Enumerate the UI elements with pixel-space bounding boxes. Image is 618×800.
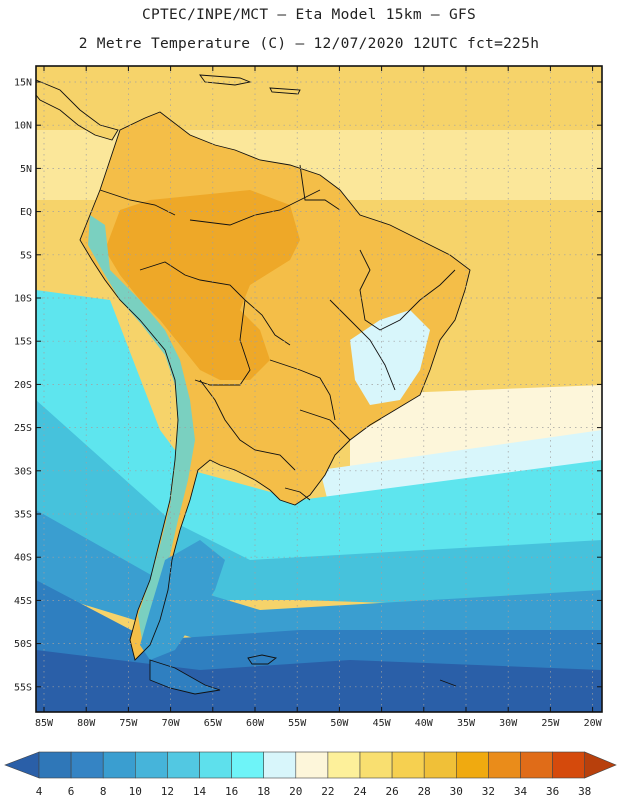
amazon-hot-zone: [105, 190, 300, 380]
lat-label: 45S: [14, 596, 32, 607]
lon-label: 50W: [330, 718, 349, 729]
legend-label: 6: [68, 785, 75, 798]
legend-label: 38: [578, 785, 591, 798]
legend-swatch: [167, 751, 200, 779]
lat-label: 5S: [20, 250, 32, 261]
legend-swatch: [552, 751, 585, 779]
legend-arrow-left: [4, 751, 40, 779]
legend-swatch: [102, 751, 136, 779]
lat-label: 25S: [14, 423, 32, 434]
lon-label: 40W: [415, 718, 434, 729]
legend-label: 26: [385, 785, 398, 798]
legend-swatch: [38, 751, 72, 779]
legend-label: 30: [450, 785, 463, 798]
lat-label: EQ: [20, 207, 32, 218]
map-frame: [35, 65, 603, 713]
lat-label: 15S: [14, 337, 32, 348]
legend-swatch: [231, 751, 265, 779]
legend-swatch: [455, 751, 489, 779]
lat-label: 55S: [14, 682, 32, 693]
ocean-deep-cold-zone: [36, 650, 602, 712]
legend-label: 18: [257, 785, 270, 798]
temperature-map: 15N 10N 5N EQ 5S 10S 15S 20S 25S 30S 35S 40S 45S 50S 5…: [14, 65, 603, 729]
lat-label: 10S: [14, 294, 32, 305]
legend-label: 16: [225, 785, 238, 798]
legend-label: 8: [100, 785, 107, 798]
temperature-field: [36, 66, 602, 712]
latitude-labels: 15N 10N 5N EQ 5S 10S 15S 20S 25S 30S 35S 40S 45S 50S 5…: [14, 78, 32, 694]
legend-label: 20: [289, 785, 302, 798]
graticule: [36, 66, 602, 712]
title-field: 2 Metre Temperature (C) – 12/07/2020 12U…: [78, 36, 540, 52]
patagonia-cold-zone: [140, 540, 225, 660]
legend-label: 4: [36, 785, 43, 798]
longitude-labels: 85W 80W 75W 70W 65W 60W 55W 50W 45W 40W 35W 30W 25W 2…: [35, 718, 603, 729]
legend-arrow-right: [584, 751, 617, 779]
legend-label: 22: [321, 785, 334, 798]
falkland-islands: [248, 655, 276, 664]
lon-label: 60W: [246, 718, 265, 729]
title-model: CPTEC/INPE/MCT – Eta Model 15km – GFS: [141, 7, 477, 23]
lon-label: 25W: [541, 718, 560, 729]
lon-label: 35W: [457, 718, 476, 729]
legend-label: 10: [129, 785, 142, 798]
frame-ticks: [36, 66, 602, 712]
legend-swatch: [327, 751, 361, 779]
legend-label: 28: [418, 785, 431, 798]
lon-label: 70W: [162, 718, 181, 729]
lat-label: 50S: [14, 639, 32, 650]
lat-label: 5N: [20, 164, 32, 175]
legend-swatch: [199, 751, 232, 779]
highland-pale-zone: [350, 310, 430, 405]
legend-swatch: [488, 751, 521, 779]
lat-label: 10N: [14, 121, 32, 132]
andes-cool-zone: [88, 215, 195, 640]
lat-label: 15N: [14, 78, 32, 89]
legend-swatches: [4, 751, 617, 779]
legend-swatch: [359, 751, 393, 779]
lon-label: 65W: [204, 718, 223, 729]
legend-label: 14: [193, 785, 207, 798]
legend-swatch: [391, 751, 425, 779]
lat-label: 35S: [14, 510, 32, 521]
lon-label: 45W: [373, 718, 392, 729]
lon-label: 20W: [584, 718, 603, 729]
legend-swatch: [423, 751, 457, 779]
legend-swatch: [263, 751, 297, 779]
legend-label: 34: [514, 785, 528, 798]
tierra-del-fuego: [150, 660, 220, 694]
legend-swatch: [135, 751, 168, 779]
legend-label: 36: [546, 785, 559, 798]
lon-label: 55W: [288, 718, 307, 729]
legend-label: 32: [482, 785, 495, 798]
caribbean-islands: [200, 75, 300, 94]
lon-label: 75W: [119, 718, 138, 729]
legend-labels: 4 6 8 10 12 14 16 18 20 22 24 26 28 30 32 34 36 38: [36, 785, 592, 798]
lat-label: 40S: [14, 553, 32, 564]
lat-label: 20S: [14, 380, 32, 391]
legend-swatch: [295, 751, 329, 779]
legend-label: 12: [161, 785, 174, 798]
legend-swatch: [70, 751, 104, 779]
lat-label: 30S: [14, 466, 32, 477]
lon-label: 80W: [77, 718, 96, 729]
lon-label: 30W: [499, 718, 518, 729]
lon-label: 85W: [35, 718, 54, 729]
legend-label: 24: [353, 785, 367, 798]
legend-swatch: [520, 751, 553, 779]
color-legend: 4 6 8 10 12 14 16 18 20 22 24 26 28 30 32 34 36 38: [4, 751, 617, 798]
